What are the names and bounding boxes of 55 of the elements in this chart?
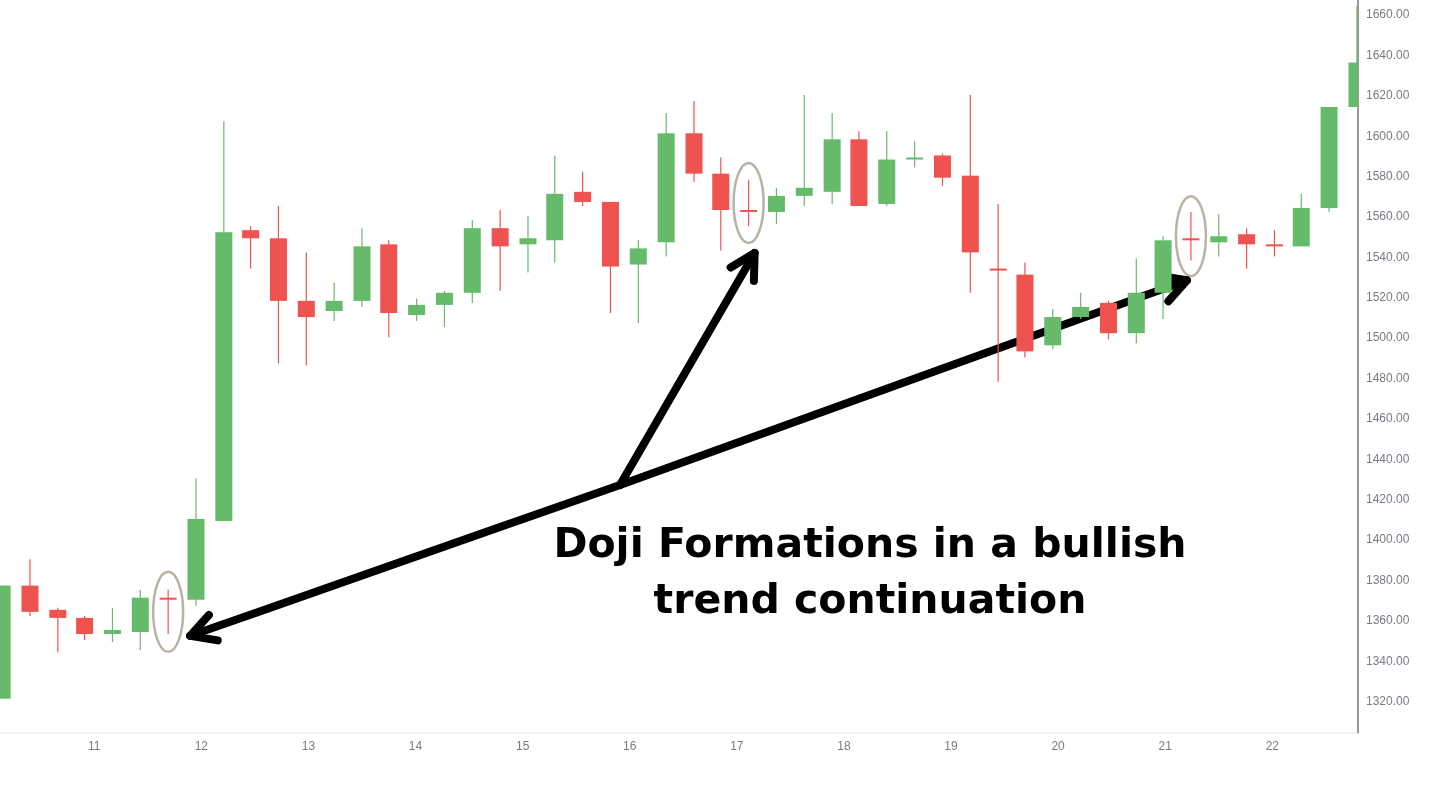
x-tick-label: 21 (1158, 738, 1173, 753)
candlestick (76, 615, 94, 641)
candlestick (325, 282, 343, 322)
y-tick-label: 1420.00 (1366, 492, 1410, 507)
candlestick (519, 215, 537, 274)
x-tick-label: 13 (301, 738, 316, 753)
candlestick (408, 298, 426, 322)
y-tick-label: 1540.00 (1366, 249, 1410, 264)
candlestick (1182, 211, 1200, 262)
candlestick (740, 179, 758, 227)
y-tick-label: 1340.00 (1366, 653, 1410, 668)
y-tick-label: 1480.00 (1366, 370, 1410, 385)
y-tick-label: 1660.00 (1366, 7, 1410, 22)
candlestick (989, 203, 1007, 383)
y-tick-label: 1320.00 (1366, 693, 1410, 708)
x-tick-label: 14 (408, 738, 423, 753)
annotation: Doji Formations in a bullish trend continuation (552, 518, 1188, 625)
y-tick-label: 1440.00 (1366, 451, 1410, 466)
y-tick-label: 1560.00 (1366, 209, 1410, 224)
x-tick-label: 16 (623, 738, 637, 753)
candlestick (297, 251, 315, 367)
candlestick (795, 94, 813, 207)
candlestick (103, 607, 121, 643)
y-tick-label: 1580.00 (1366, 168, 1410, 183)
x-tick-label: 11 (88, 738, 101, 753)
candlestick (906, 140, 924, 169)
y-tick-label: 1600.00 (1366, 128, 1410, 143)
candlestick (49, 607, 67, 653)
y-tick-label: 1620.00 (1366, 88, 1410, 103)
candlestick (159, 589, 177, 635)
candlestick (574, 171, 592, 207)
y-tick-label: 1640.00 (1366, 47, 1410, 62)
candlestick (767, 187, 785, 225)
candlestick (435, 290, 453, 328)
y-tick-label: 1500.00 (1366, 330, 1410, 345)
y-tick-label: 1380.00 (1366, 572, 1410, 587)
candlestick (1210, 213, 1228, 258)
candlestick (1072, 292, 1090, 320)
x-tick-label: 19 (944, 738, 959, 753)
x-tick-label: 17 (730, 738, 744, 753)
candlestick (629, 239, 647, 324)
y-tick-label: 1460.00 (1366, 411, 1410, 426)
candlestick (242, 225, 260, 270)
candlestick (491, 209, 509, 292)
x-tick-label: 18 (837, 738, 851, 753)
y-tick-label: 1360.00 (1366, 613, 1410, 628)
x-tick-label: 12 (194, 738, 209, 753)
x-tick-label: 20 (1051, 738, 1066, 753)
candlestick (933, 152, 951, 187)
y-tick-label: 1400.00 (1366, 532, 1410, 547)
y-tick-label: 1520.00 (1366, 290, 1410, 305)
x-tick-label: 22 (1265, 738, 1280, 753)
candlestick (1238, 227, 1256, 270)
candlestick (1265, 229, 1283, 258)
x-tick-label: 15 (515, 738, 530, 753)
